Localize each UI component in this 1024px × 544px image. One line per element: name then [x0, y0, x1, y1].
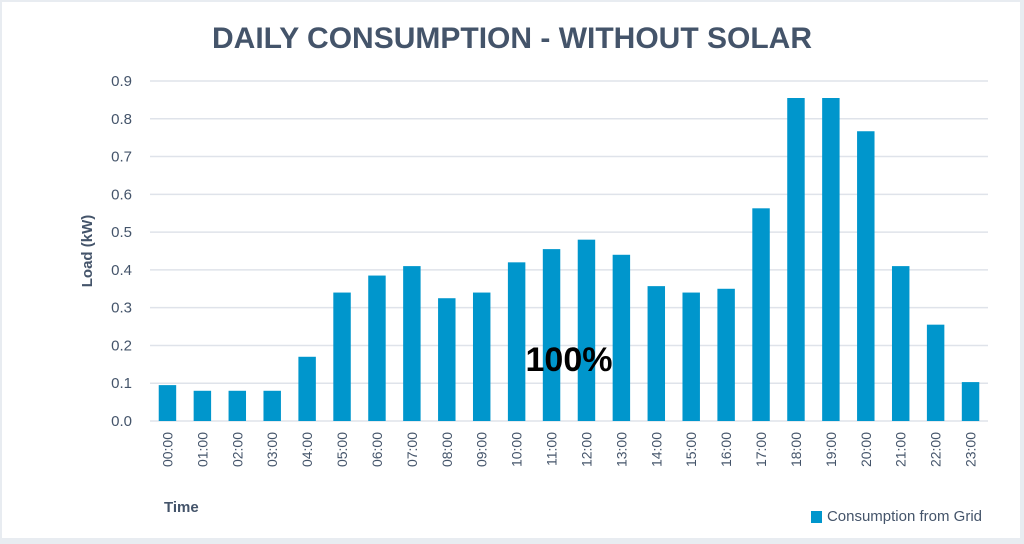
- x-tick-label: 00:00: [159, 432, 175, 467]
- bar: [158, 385, 177, 421]
- bar: [368, 275, 386, 421]
- bar: [228, 390, 247, 421]
- x-tick-label: 08:00: [439, 432, 455, 467]
- y-tick-label: 0.4: [111, 262, 132, 279]
- x-tick-label: 02:00: [229, 432, 245, 467]
- y-tick-label: 0.2: [111, 337, 132, 354]
- bar: [926, 324, 945, 421]
- x-tick-label: 09:00: [474, 432, 490, 467]
- x-tick-label: 23:00: [963, 432, 979, 467]
- y-tick-label: 0.0: [111, 413, 132, 430]
- bar: [577, 239, 596, 421]
- bar: [403, 266, 421, 421]
- legend: Consumption from Grid: [810, 508, 982, 525]
- bar: [298, 356, 316, 421]
- chart-title: DAILY CONSUMPTION - WITHOUT SOLAR: [212, 22, 812, 55]
- x-tick-label: 20:00: [858, 432, 874, 467]
- y-axis-title: Load (kW): [79, 215, 96, 288]
- bar: [333, 292, 351, 421]
- x-tick-label: 06:00: [369, 432, 385, 467]
- x-tick-label: 01:00: [194, 432, 210, 467]
- legend-label-consumption: Consumption from Grid: [826, 508, 982, 525]
- x-tick-label: 07:00: [404, 432, 420, 467]
- x-tick-label: 21:00: [893, 432, 909, 467]
- bar: [647, 286, 666, 421]
- x-tick-label: 10:00: [509, 432, 525, 467]
- x-tick-label: 18:00: [788, 432, 804, 467]
- x-tick-label: 15:00: [683, 432, 699, 467]
- y-tick-label: 0.7: [111, 149, 132, 166]
- bar: [438, 298, 456, 421]
- y-tick-label: 0.8: [111, 111, 132, 128]
- bar: [682, 292, 700, 421]
- bar: [891, 266, 910, 421]
- x-tick-label: 05:00: [334, 432, 350, 467]
- x-tick-label: 14:00: [648, 432, 664, 467]
- y-tick-label: 0.5: [111, 224, 132, 241]
- x-tick-label: 22:00: [928, 432, 944, 467]
- bar: [822, 98, 840, 421]
- x-tick-label: 19:00: [823, 432, 839, 467]
- x-tick-label: 11:00: [544, 432, 560, 466]
- bar: [507, 262, 526, 421]
- x-axis-title: Time: [164, 499, 199, 516]
- y-tick-label: 0.9: [111, 73, 132, 90]
- bar: [961, 382, 980, 421]
- x-tick-label: 04:00: [299, 432, 315, 467]
- x-tick-label: 03:00: [264, 432, 280, 467]
- y-tick-label: 0.6: [111, 186, 132, 203]
- y-tick-label: 0.3: [111, 300, 132, 317]
- bar: [472, 292, 491, 421]
- bar: [612, 254, 631, 421]
- bar: [857, 131, 875, 421]
- y-tick-label: 0.1: [111, 375, 132, 392]
- legend-swatch-consumption: [810, 510, 822, 523]
- x-tick-label: 16:00: [718, 432, 734, 467]
- bar: [752, 208, 770, 421]
- bar: [717, 288, 735, 421]
- bar: [263, 390, 281, 421]
- x-tick-label: 13:00: [613, 432, 629, 467]
- x-tick-label: 12:00: [578, 432, 594, 467]
- annotation-label: 100%: [526, 341, 613, 379]
- bar: [193, 390, 212, 421]
- bar: [542, 249, 561, 421]
- x-tick-label: 17:00: [753, 432, 769, 467]
- bar: [787, 98, 805, 421]
